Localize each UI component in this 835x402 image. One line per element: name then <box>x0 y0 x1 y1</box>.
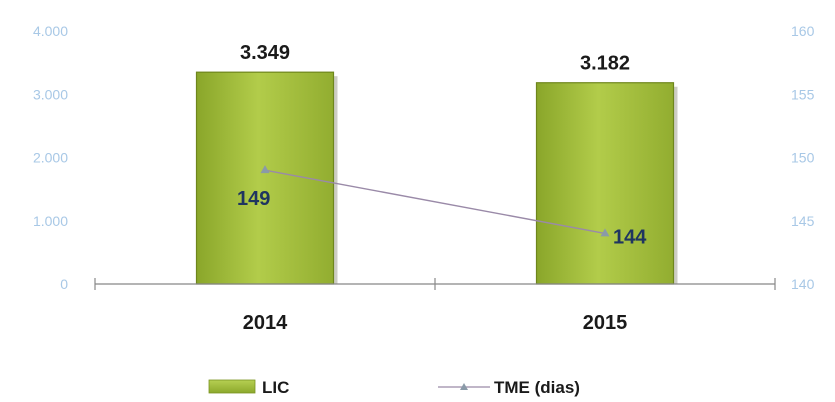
left-axis-tick-label: 4.000 <box>33 23 68 39</box>
category-label: 2014 <box>243 312 288 334</box>
legend-item-tme: TME (dias) <box>438 378 580 397</box>
x-axis-ticks <box>94 278 776 290</box>
bar <box>195 71 335 285</box>
bar-value-label: 3.349 <box>240 42 290 64</box>
left-axis-tick-label: 1.000 <box>33 213 68 229</box>
legend-label-lic: LIC <box>262 378 289 397</box>
line-value-label: 144 <box>613 226 647 248</box>
right-axis-tick-label: 150 <box>791 150 815 166</box>
right-axis-tick-label: 140 <box>791 276 815 292</box>
tme-line <box>264 169 606 235</box>
category-labels: 2014 2015 <box>243 312 628 334</box>
left-axis-tick-label: 2.000 <box>33 150 68 166</box>
left-axis-tick-label: 3.000 <box>33 86 68 102</box>
legend-swatch-lic <box>208 379 256 394</box>
line-value-label: 149 <box>237 188 270 210</box>
right-axis-tick-label: 145 <box>791 213 815 229</box>
bar-series-lic <box>195 71 678 285</box>
line-series-tme <box>260 165 610 237</box>
legend-item-lic: LIC <box>208 378 289 397</box>
bar-value-labels: 3.349 3.182 <box>240 42 630 75</box>
tme-point <box>260 165 270 174</box>
tme-point <box>600 228 610 237</box>
category-label: 2015 <box>583 312 628 334</box>
legend: LIC TME (dias) <box>208 378 580 397</box>
bar <box>535 82 675 285</box>
right-axis-tick-label: 155 <box>791 86 815 102</box>
right-axis-tick-label: 160 <box>791 23 815 39</box>
left-axis-tick-label: 0 <box>60 276 68 292</box>
legend-marker-tme <box>460 383 468 390</box>
line-value-labels: 149 144 <box>237 188 647 248</box>
right-axis-ticks: 140 145 150 155 160 <box>791 23 815 292</box>
bar-value-label: 3.182 <box>580 53 630 75</box>
left-axis-ticks: 0 1.000 2.000 3.000 4.000 <box>33 23 68 292</box>
legend-label-tme: TME (dias) <box>494 378 580 397</box>
